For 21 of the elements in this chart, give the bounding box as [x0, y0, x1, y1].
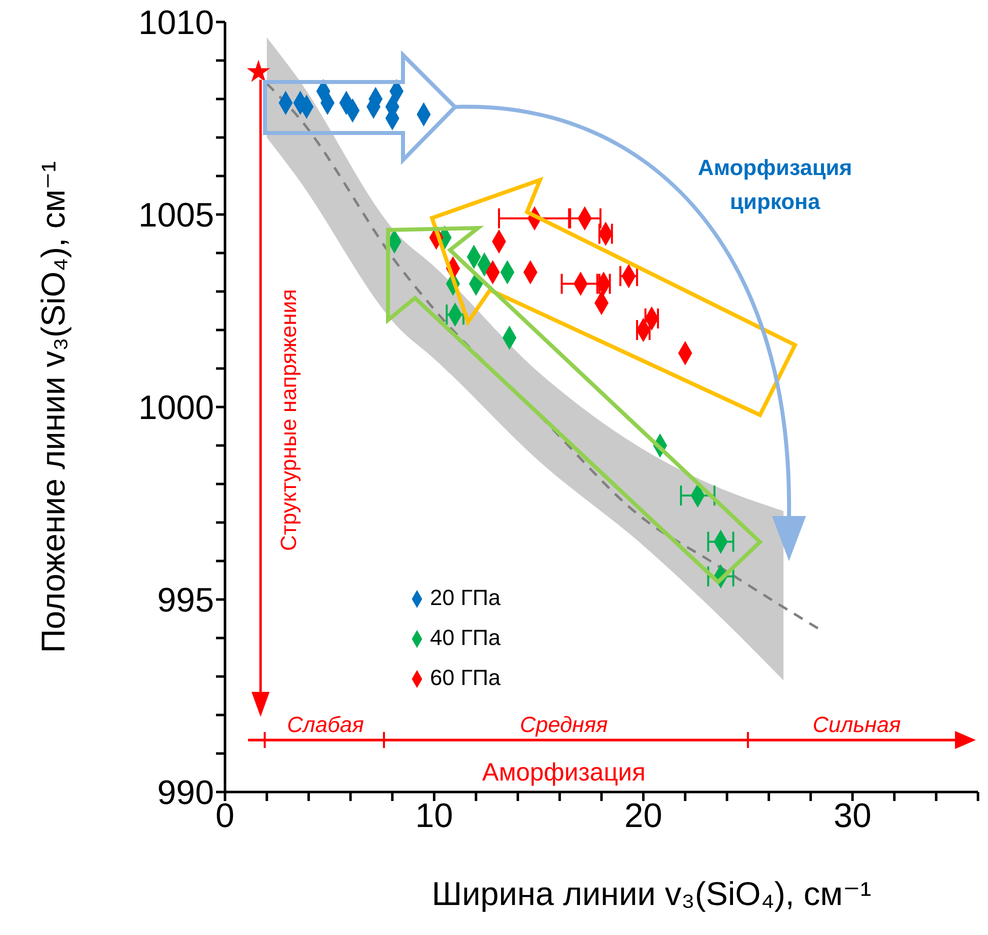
- y-tick-label: 995: [157, 582, 214, 620]
- x-tick-label: 0: [216, 797, 234, 836]
- y-axis-title: Положение линии v₃(SiO₄), см⁻¹: [34, 161, 72, 653]
- legend-label: 60 ГПа: [430, 665, 501, 690]
- x-tick-label: 10: [415, 797, 454, 836]
- x-tick-label: 20: [624, 797, 662, 836]
- y-tick-label: 1010: [138, 4, 214, 42]
- legend-label: 20 ГПа: [430, 585, 501, 610]
- annotation: Структурные напряжения: [276, 289, 301, 551]
- annotation: Аморфизация циркона: [698, 155, 852, 214]
- legend-label: 40 ГПа: [430, 625, 501, 650]
- annotation: Сильная: [812, 712, 902, 737]
- y-tick-label: 990: [157, 774, 214, 812]
- annotation: Средняя: [520, 712, 608, 737]
- x-tick-label: 30: [834, 797, 872, 836]
- y-tick-label: 1000: [138, 389, 214, 428]
- point: [246, 60, 270, 82]
- x-axis-title: Ширина линии v₃(SiO₄), см⁻¹: [432, 875, 872, 912]
- annotation: Аморфизация: [482, 758, 646, 787]
- annotation: Слабая: [286, 712, 364, 737]
- y-tick-label: 1005: [138, 196, 214, 235]
